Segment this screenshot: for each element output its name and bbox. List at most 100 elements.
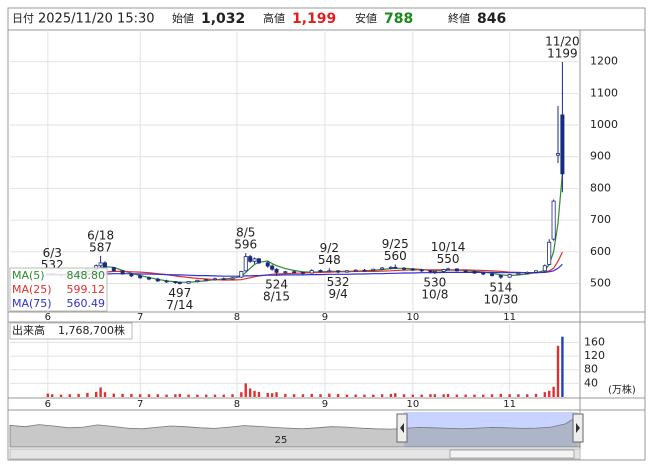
volume-bar [389, 393, 393, 397]
y-tick-label: 600 [590, 245, 611, 258]
candle-body [380, 267, 385, 270]
candle-body [481, 272, 486, 275]
candle-body [472, 271, 477, 274]
y-tick-label: 40 [584, 376, 598, 389]
candle-body [393, 266, 398, 269]
volume-bar [270, 393, 274, 397]
field-label: 始値 [172, 11, 194, 25]
x-tick-label: 10 [407, 399, 420, 410]
candle-body [186, 281, 191, 284]
x-tick-label: 9 [322, 399, 328, 410]
candle-body [177, 282, 182, 284]
volume-bar [336, 393, 340, 397]
frame [7, 7, 646, 461]
candle-body [498, 275, 503, 278]
candle-body [120, 270, 125, 275]
scroll-thumb[interactable] [449, 449, 575, 459]
volume-bar [363, 394, 366, 397]
candle-body [410, 268, 415, 271]
volume-bar [257, 391, 261, 397]
volume-bar [543, 392, 547, 397]
volume-label-box [9, 322, 133, 340]
field-value: 1,199 [292, 11, 336, 27]
candle-body [327, 270, 332, 273]
candle-body [428, 270, 433, 273]
annotation-value: 596 [234, 238, 257, 252]
legend-name: MA(25) [12, 283, 52, 296]
legend-name: MA(75) [12, 297, 52, 310]
y-tick-label: 700 [590, 213, 611, 226]
annotation-date: 9/2 [320, 241, 339, 255]
volume-bar [178, 393, 181, 397]
annotation-value: 524 [265, 277, 288, 291]
candle-body [560, 114, 565, 175]
volume-bar [442, 394, 445, 397]
x-tick-label: 10 [407, 312, 420, 323]
annotation-value: 532 [327, 275, 350, 289]
ma-legend-box [9, 267, 108, 312]
candle-body [164, 280, 169, 283]
volume-bar [204, 394, 208, 397]
annotation-date: 11/20 [545, 35, 580, 49]
volume-bar [95, 391, 98, 397]
volume-bar [266, 392, 269, 397]
field-value: 846 [477, 11, 506, 27]
volume-bar [446, 393, 450, 397]
volume-bar [99, 387, 102, 397]
annotation-date: 10/14 [431, 240, 466, 254]
volume-bar [231, 394, 234, 397]
volume-unit: (万株) [608, 383, 636, 396]
candle-body [507, 274, 512, 278]
header-bar [7, 7, 646, 31]
volume-bar [548, 390, 551, 397]
candle-body [432, 271, 437, 273]
y-tick-label: 1200 [590, 55, 618, 68]
volume-bar [301, 394, 305, 397]
volume-bar [499, 393, 503, 397]
volume-bar [284, 393, 287, 397]
volume-bar [490, 394, 494, 397]
volume-bar [103, 392, 107, 397]
candle-body [146, 277, 151, 280]
legend-value: 560.49 [67, 297, 106, 310]
candle-body [98, 262, 103, 267]
legend-name: MA(5) [12, 269, 45, 282]
candle-body [534, 270, 539, 273]
volume-bar [46, 393, 50, 397]
volume-bar [174, 394, 177, 397]
x-tick-label: 6 [45, 312, 51, 323]
volume-bar [433, 394, 437, 397]
annotation-value: 514 [489, 281, 512, 295]
volume-bar [464, 394, 467, 397]
volume-bar [310, 393, 313, 397]
volume-bar [253, 390, 256, 397]
x-tick-label: 7 [137, 399, 143, 410]
candle-body [516, 272, 521, 276]
x-tick-label: 11 [503, 312, 516, 323]
annotation-date: 8/15 [263, 289, 290, 303]
field-label: 安値 [355, 11, 377, 25]
candle-body [256, 258, 261, 264]
field-value: 788 [384, 11, 413, 27]
volume-bar [319, 394, 322, 397]
volume-bar [213, 394, 217, 397]
volume-bar [59, 394, 63, 397]
scrollbar[interactable] [9, 448, 581, 460]
annotation-date: 6/18 [87, 228, 114, 242]
header-fields: 始値 1,032 高値 1,199 安値 788 終値 846 [172, 11, 506, 27]
candle-body [204, 279, 209, 282]
candle-body [173, 281, 178, 283]
candle-body [129, 273, 134, 277]
candle-body [248, 256, 253, 262]
candle-body [551, 200, 556, 240]
ma-line [47, 251, 563, 281]
candle-body [270, 265, 275, 270]
volume-bar [526, 394, 529, 397]
volume-bar [248, 388, 252, 397]
candle-body [195, 279, 200, 282]
volume-bar [482, 394, 485, 397]
candle-body [463, 270, 468, 273]
candle-body [441, 269, 446, 272]
volume-bar [455, 394, 459, 397]
